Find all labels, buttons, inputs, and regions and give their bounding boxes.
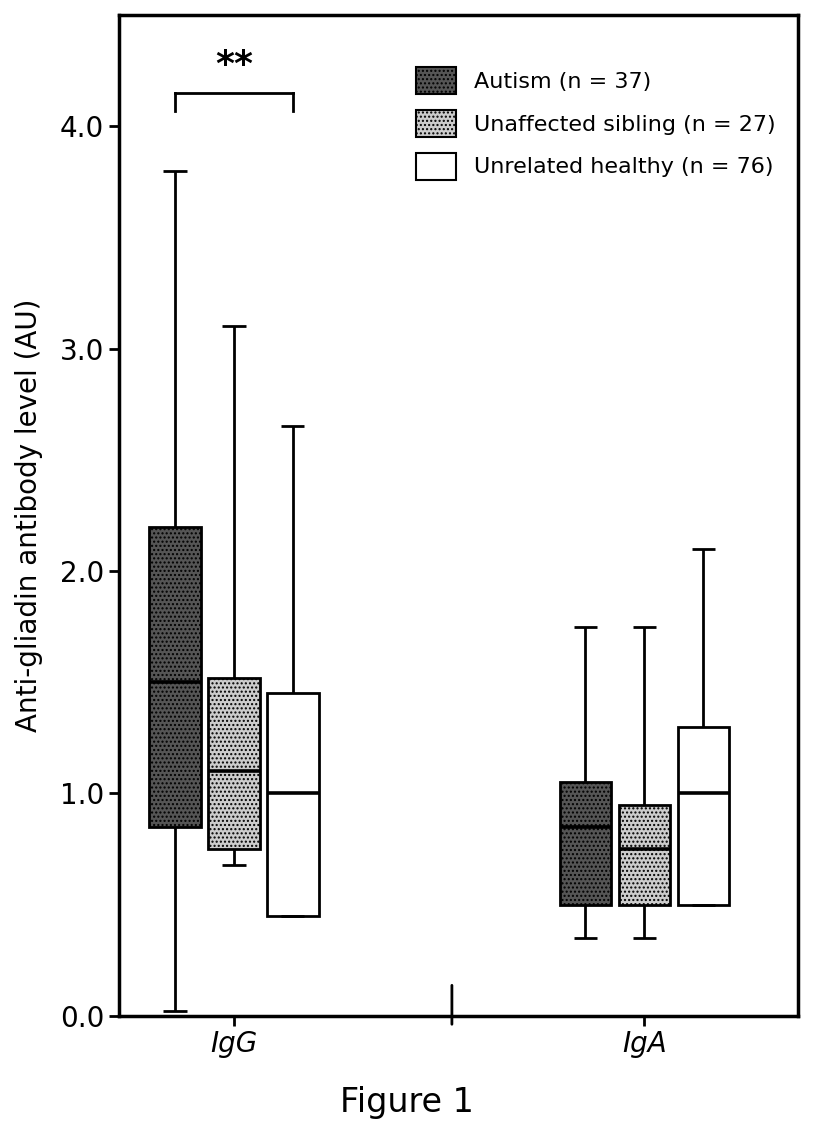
Bar <box>619 805 670 905</box>
Bar <box>559 782 611 905</box>
Legend: Autism (n = 37), Unaffected sibling (n = 27), Unrelated healthy (n = 76): Autism (n = 37), Unaffected sibling (n =… <box>405 56 787 191</box>
Bar <box>208 678 259 849</box>
Bar <box>677 727 728 905</box>
Text: **: ** <box>215 47 253 81</box>
Bar <box>150 527 201 827</box>
Y-axis label: Anti-gliadin antibody level (AU): Anti-gliadin antibody level (AU) <box>15 298 43 732</box>
Text: Figure 1: Figure 1 <box>340 1086 473 1119</box>
Bar <box>267 694 319 915</box>
